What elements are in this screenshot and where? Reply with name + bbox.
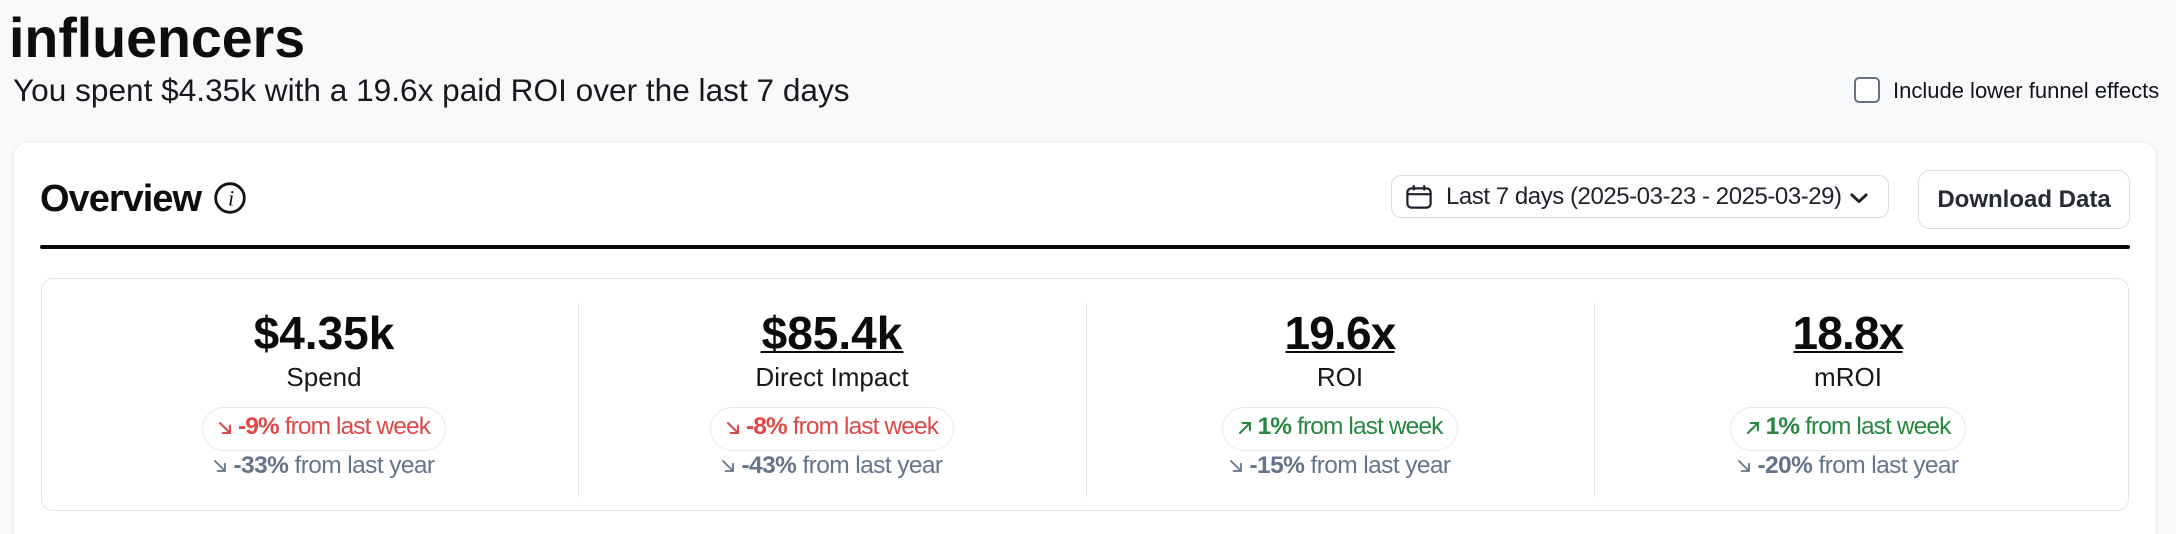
svg-text:i: i — [228, 186, 234, 211]
